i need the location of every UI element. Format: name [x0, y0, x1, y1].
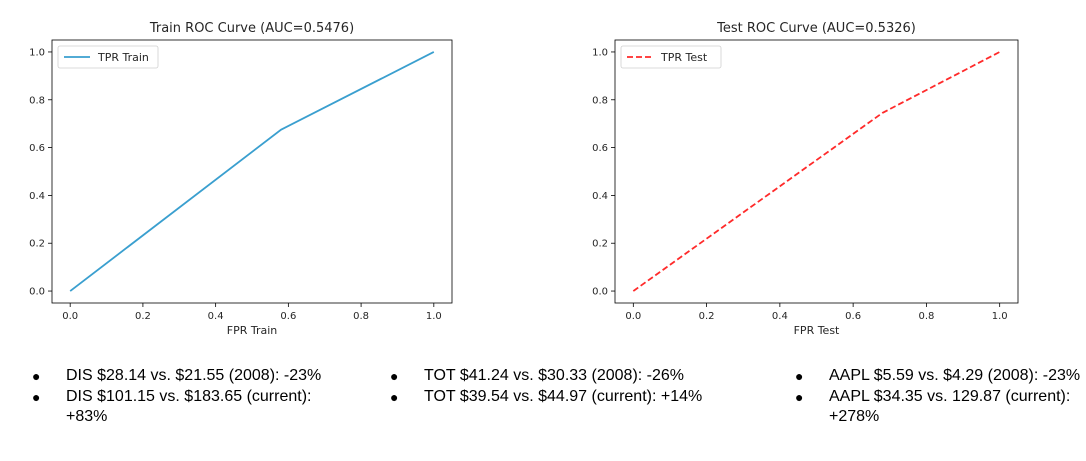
y-tick-label: 1.0	[29, 47, 45, 58]
y-tick-label: 0.8	[592, 95, 608, 106]
note-text: TOT $39.54 vs. $44.97 (current): +14%	[424, 388, 703, 405]
note-item: ● AAPL $34.35 vs. 129.87 (current): +278%	[795, 388, 1071, 425]
plot-frame	[51, 39, 453, 304]
x-tick-label: 0.4	[208, 311, 224, 322]
roc-charts: Train ROC Curve (AUC=0.5476) 0.0 0.2 0.4 0.6…	[29, 21, 1019, 337]
legend-box	[57, 45, 159, 69]
note-item: ● TOT $39.54 vs. $44.97 (current): +14%	[390, 388, 703, 405]
note-text: TOT $41.24 vs. $30.33 (2008): -26%	[424, 367, 685, 384]
x-tick-label: 0.2	[135, 311, 151, 322]
y-tick-label: 0.8	[29, 95, 45, 106]
note-item: ● TOT $41.24 vs. $30.33 (2008): -26%	[390, 367, 685, 384]
x-axis-label: FPR Test	[794, 324, 840, 337]
y-tick-label: 0.2	[29, 239, 45, 250]
y-tick-label: 0.6	[592, 143, 608, 154]
y-tick-label: 0.2	[592, 239, 608, 250]
x-tick-label: 0.0	[625, 311, 641, 322]
x-tick-label: 0.8	[918, 311, 934, 322]
note-text: DIS $28.14 vs. $21.55 (2008): -23%	[66, 367, 322, 384]
y-tick-label: 0.4	[592, 191, 608, 202]
note-text: AAPL $5.59 vs. $4.29 (2008): -23%	[829, 367, 1081, 384]
y-tick-label: 0.0	[592, 287, 608, 298]
note-text: DIS $101.15 vs. $183.65 (current): +83%	[66, 388, 312, 425]
x-tick-label: 0.0	[62, 311, 78, 322]
note-text: AAPL $34.35 vs. 129.87 (current): +278%	[829, 388, 1071, 425]
note-item: ● AAPL $5.59 vs. $4.29 (2008): -23%	[795, 367, 1081, 384]
aapl-notes: ● AAPL $5.59 vs. $4.29 (2008): -23% ● AAPL…	[791, 366, 1081, 428]
chart-title: Train ROC Curve (AUC=0.5476)	[149, 21, 354, 36]
y-tick-label: 0.0	[29, 287, 45, 298]
x-tick-label: 0.8	[353, 311, 369, 322]
train-roc-chart: Train ROC Curve (AUC=0.5476) 0.0 0.2 0.4 0.6…	[29, 21, 453, 337]
legend-label: TPR Train	[97, 51, 149, 64]
legend-label: TPR Test	[660, 51, 708, 64]
x-axis-label: FPR Train	[227, 324, 278, 337]
series-line	[632, 51, 1001, 292]
x-tick-label: 0.6	[845, 311, 861, 322]
x-tick-label: 1.0	[992, 311, 1008, 322]
series-line	[69, 51, 435, 292]
note-item: ● DIS $101.15 vs. $183.65 (current): +83%	[32, 388, 312, 425]
x-tick-label: 0.4	[772, 311, 788, 322]
plot-frame	[614, 39, 1019, 304]
x-tick-label: 0.2	[699, 311, 715, 322]
test-roc-chart: Test ROC Curve (AUC=0.5326) 0.0 0.2 0.4 0.6 0…	[592, 21, 1019, 337]
dis-notes: ● DIS $28.14 vs. $21.55 (2008): -23% ● DIS…	[28, 366, 328, 428]
note-item: ● DIS $28.14 vs. $21.55 (2008): -23%	[32, 367, 322, 384]
chart-title: Test ROC Curve (AUC=0.5326)	[716, 21, 916, 36]
y-tick-label: 0.4	[29, 191, 45, 202]
tot-notes: ● TOT $41.24 vs. $30.33 (2008): -26% ● TOT…	[386, 366, 716, 408]
y-tick-label: 1.0	[592, 47, 608, 58]
y-tick-label: 0.6	[29, 143, 45, 154]
legend-box	[620, 45, 722, 69]
x-tick-label: 1.0	[426, 311, 442, 322]
x-tick-label: 0.6	[280, 311, 296, 322]
